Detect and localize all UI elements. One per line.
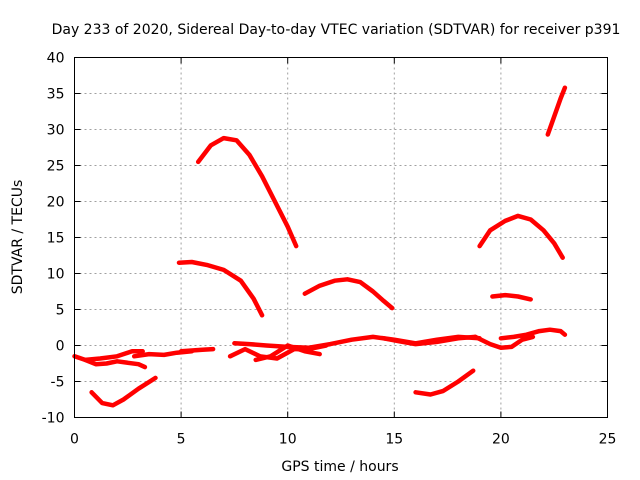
series-line-arc-6	[195, 135, 299, 249]
tick-label-layer: 0 5 10 15 20 25 -10 -5 0 5 10 15 20 25 30 35 40	[42, 51, 617, 448]
series-line-arc-2	[89, 375, 158, 408]
grid-layer	[74, 57, 608, 418]
series-line-arc-18	[545, 85, 568, 137]
x-tick-label: 10	[279, 432, 297, 448]
x-tick-label: 20	[492, 432, 510, 448]
series-line-arc-15	[477, 213, 565, 260]
plot-frame	[74, 57, 608, 418]
series-line-arc-14	[473, 334, 536, 350]
y-tick-label: 35	[47, 87, 65, 103]
y-tick-label: -5	[51, 375, 65, 391]
y-tick-label: 20	[47, 195, 65, 211]
series-line-arc-13	[413, 368, 476, 397]
series-line-arc-12	[381, 334, 478, 347]
series-line-arc-5	[178, 346, 216, 354]
y-tick-label: 40	[47, 51, 65, 67]
y-tick-label: 25	[47, 159, 65, 175]
series-line-arc-17	[498, 327, 568, 341]
series-line-arc-3	[82, 349, 145, 363]
x-axis-title: GPS time / hours	[281, 459, 398, 475]
chart-title: Day 233 of 2020, Sidereal Day-to-day VTE…	[52, 22, 621, 38]
y-tick-label: 5	[56, 303, 65, 319]
y-tick-label: 15	[47, 231, 65, 247]
series-layer	[72, 85, 568, 408]
x-tick-label: 0	[70, 432, 79, 448]
x-tick-label: 25	[599, 432, 617, 448]
y-tick-label: -10	[42, 411, 65, 427]
series-line-arc-7	[176, 259, 265, 318]
y-axis-title: SDTVAR / TECUs	[10, 180, 26, 295]
y-tick-label: 0	[56, 339, 65, 355]
y-tick-label: 10	[47, 267, 65, 283]
x-tick-label: 5	[177, 432, 186, 448]
series-line-arc-11	[302, 277, 395, 311]
series-line-arc-10	[253, 343, 322, 363]
y-tick-label: 30	[47, 123, 65, 139]
x-tick-label: 15	[385, 432, 403, 448]
series-line-arc-16	[490, 292, 533, 302]
